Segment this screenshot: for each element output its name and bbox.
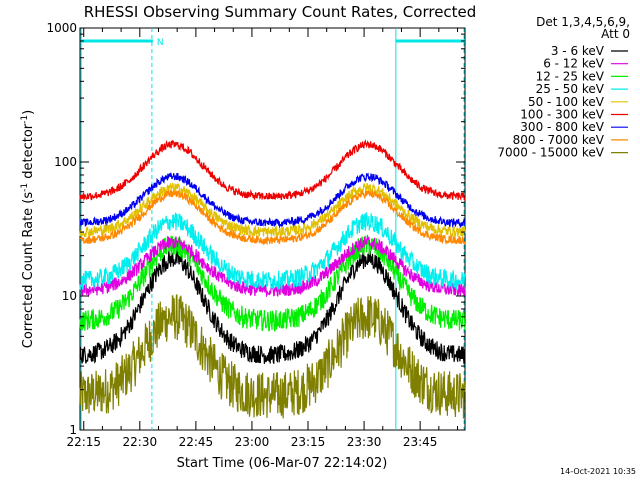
series-line-300-800-kev <box>79 172 466 229</box>
footer-timestamp: 14-Oct-2021 10:35 <box>560 467 636 476</box>
x-tick-label: 23:30 <box>347 435 382 449</box>
y-tick-label: 10 <box>62 289 77 303</box>
series-line-12-25-kev <box>79 234 466 332</box>
legend-entry-label: 25 - 50 keV <box>536 82 605 96</box>
series-line-50-100-kev <box>79 182 466 239</box>
series-line-100-300-kev <box>79 139 466 202</box>
y-tick-label: 1 <box>69 423 77 437</box>
y-axis-label-sup1: -1 <box>20 183 30 192</box>
y-axis-label: Corrected Count Rate (s-1 detector-1) <box>20 110 36 348</box>
series-line-800-7000-kev <box>79 189 466 246</box>
y-axis-label-mid: detector <box>21 123 36 183</box>
x-tick-label: 22:30 <box>123 435 158 449</box>
y-axis-label-sup2: -1 <box>20 115 30 124</box>
y-axis-label-main: Corrected Count Rate (s <box>21 192 36 349</box>
x-axis-label: Start Time (06-Mar-07 22:14:02) <box>177 456 388 471</box>
series-line-3-6-kev <box>79 248 466 364</box>
legend-entry-label: 7000 - 15000 keV <box>497 146 604 160</box>
x-axis-ticks: 22:15 22:30 22:45 23:00 23:15 23:30 23:45 <box>66 28 459 449</box>
legend-entry-label: 800 - 7000 keV <box>513 133 605 147</box>
x-tick-label: 22:15 <box>66 435 101 449</box>
flag-label: N <box>157 38 164 48</box>
y-tick-label: 1000 <box>46 21 77 35</box>
legend-entry-label: 6 - 12 keV <box>543 57 605 71</box>
legend-header: Att 0 <box>601 27 630 41</box>
legend-entry-label: 300 - 800 keV <box>520 120 604 134</box>
x-tick-label: 22:45 <box>179 435 214 449</box>
legend-header: Det 1,3,4,5,6,9, <box>536 15 630 29</box>
legend-entry-label: 3 - 6 keV <box>551 44 605 58</box>
x-tick-label: 23:00 <box>235 435 270 449</box>
series-layer <box>79 139 466 419</box>
legend-entry-label: 100 - 300 keV <box>520 108 604 122</box>
series-line-25-50-kev <box>79 212 466 291</box>
x-tick-label: 23:45 <box>403 435 438 449</box>
legend-entry-label: 12 - 25 keV <box>536 69 605 83</box>
series-line-7000-15000-kev <box>79 294 466 419</box>
y-axis-label-end: ) <box>21 110 36 115</box>
x-tick-label: 23:15 <box>291 435 326 449</box>
legend-entry-label: 50 - 100 keV <box>528 95 605 109</box>
chart-title: RHESSI Observing Summary Count Rates, Co… <box>84 3 477 21</box>
y-tick-label: 100 <box>54 155 77 169</box>
